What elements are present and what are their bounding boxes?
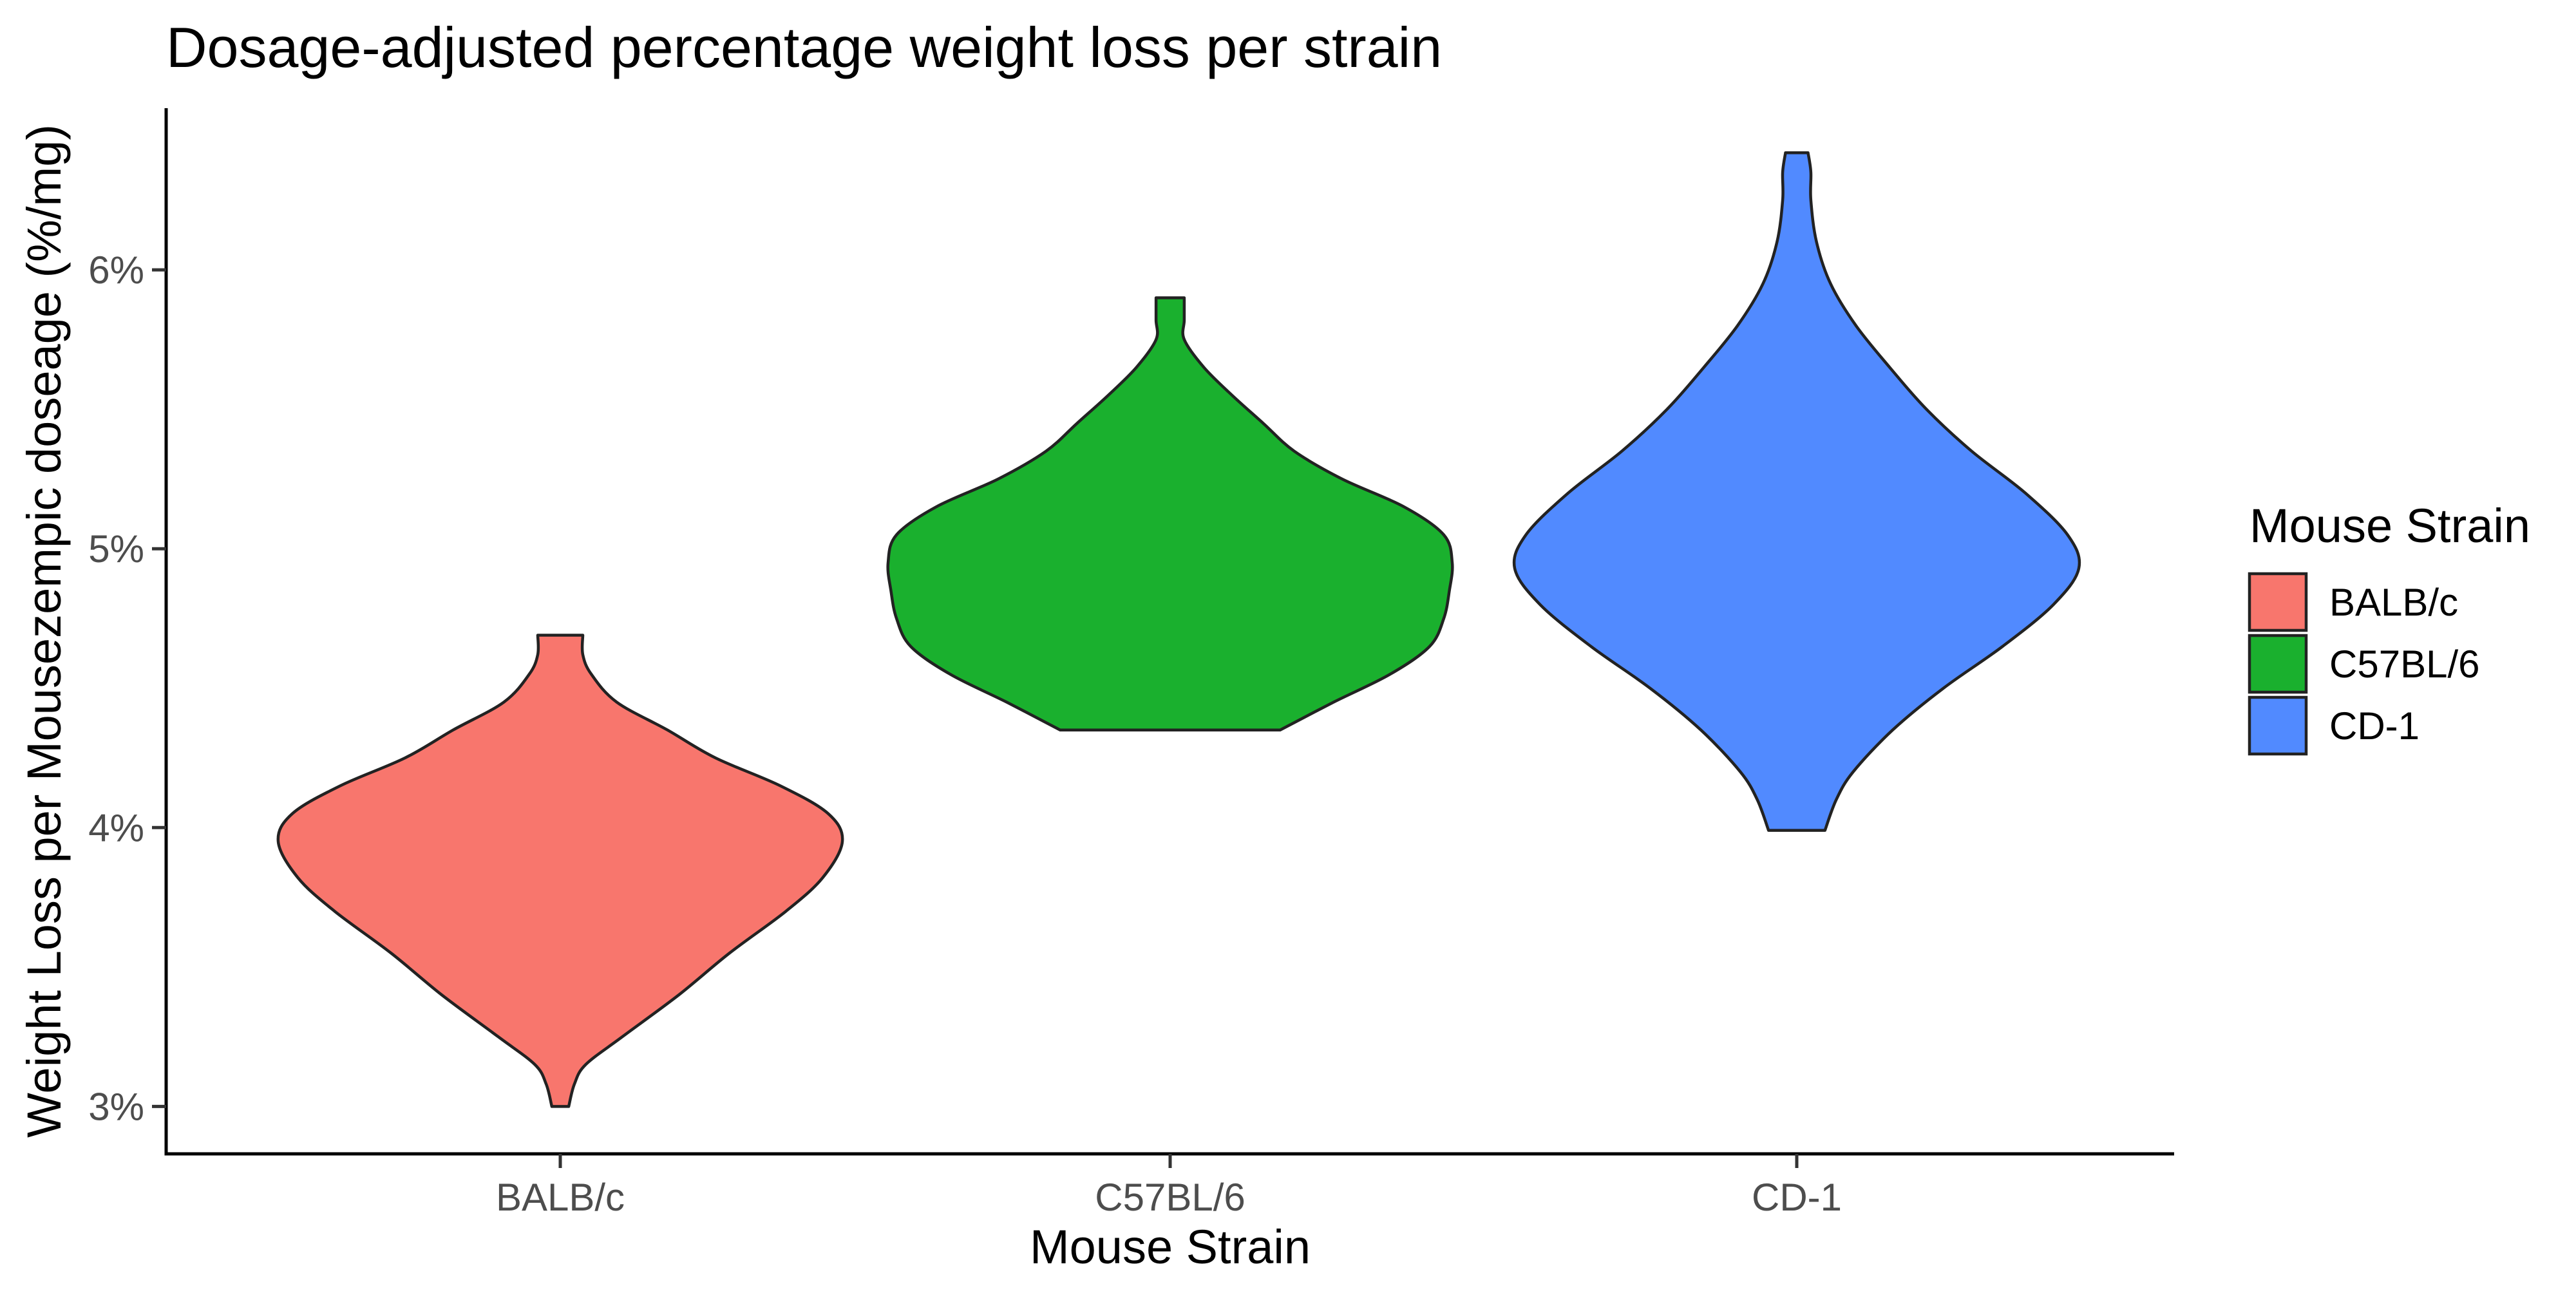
legend-title: Mouse Strain bbox=[2249, 499, 2530, 552]
legend-key-c57bl-6 bbox=[2248, 634, 2308, 694]
chart-title: Dosage-adjusted percentage weight loss p… bbox=[166, 15, 1442, 79]
legend-key-balb-c bbox=[2248, 572, 2308, 632]
violin-c57bl-6 bbox=[886, 296, 1454, 731]
legend-key-cd-1 bbox=[2248, 695, 2308, 756]
legend-label-cd-1: CD-1 bbox=[2329, 704, 2420, 748]
violin-cd-1 bbox=[1512, 151, 2081, 832]
x-tick-label: CD-1 bbox=[1752, 1176, 1842, 1219]
y-tick-label: 5% bbox=[88, 527, 144, 570]
y-axis-ticks: 3% 4% 5% 6% bbox=[88, 249, 166, 1128]
x-axis-ticks: BALB/c C57BL/6 CD-1 bbox=[496, 1154, 1842, 1219]
violin-balb-c bbox=[276, 634, 844, 1108]
x-axis-title: Mouse Strain bbox=[1030, 1220, 1311, 1274]
violin-group bbox=[276, 151, 2081, 1108]
legend: Mouse Strain BALB/c C57BL/6 CD-1 bbox=[2248, 499, 2530, 756]
y-tick-label: 4% bbox=[88, 806, 144, 849]
y-axis-title: Weight Loss per Mousezempic doseage (%/m… bbox=[17, 124, 71, 1138]
legend-label-c57bl-6: C57BL/6 bbox=[2329, 643, 2480, 686]
y-tick-label: 3% bbox=[88, 1085, 144, 1128]
x-tick-label: BALB/c bbox=[496, 1176, 625, 1219]
y-tick-label: 6% bbox=[88, 249, 144, 292]
x-tick-label: C57BL/6 bbox=[1095, 1176, 1245, 1219]
legend-label-balb-c: BALB/c bbox=[2329, 581, 2458, 624]
